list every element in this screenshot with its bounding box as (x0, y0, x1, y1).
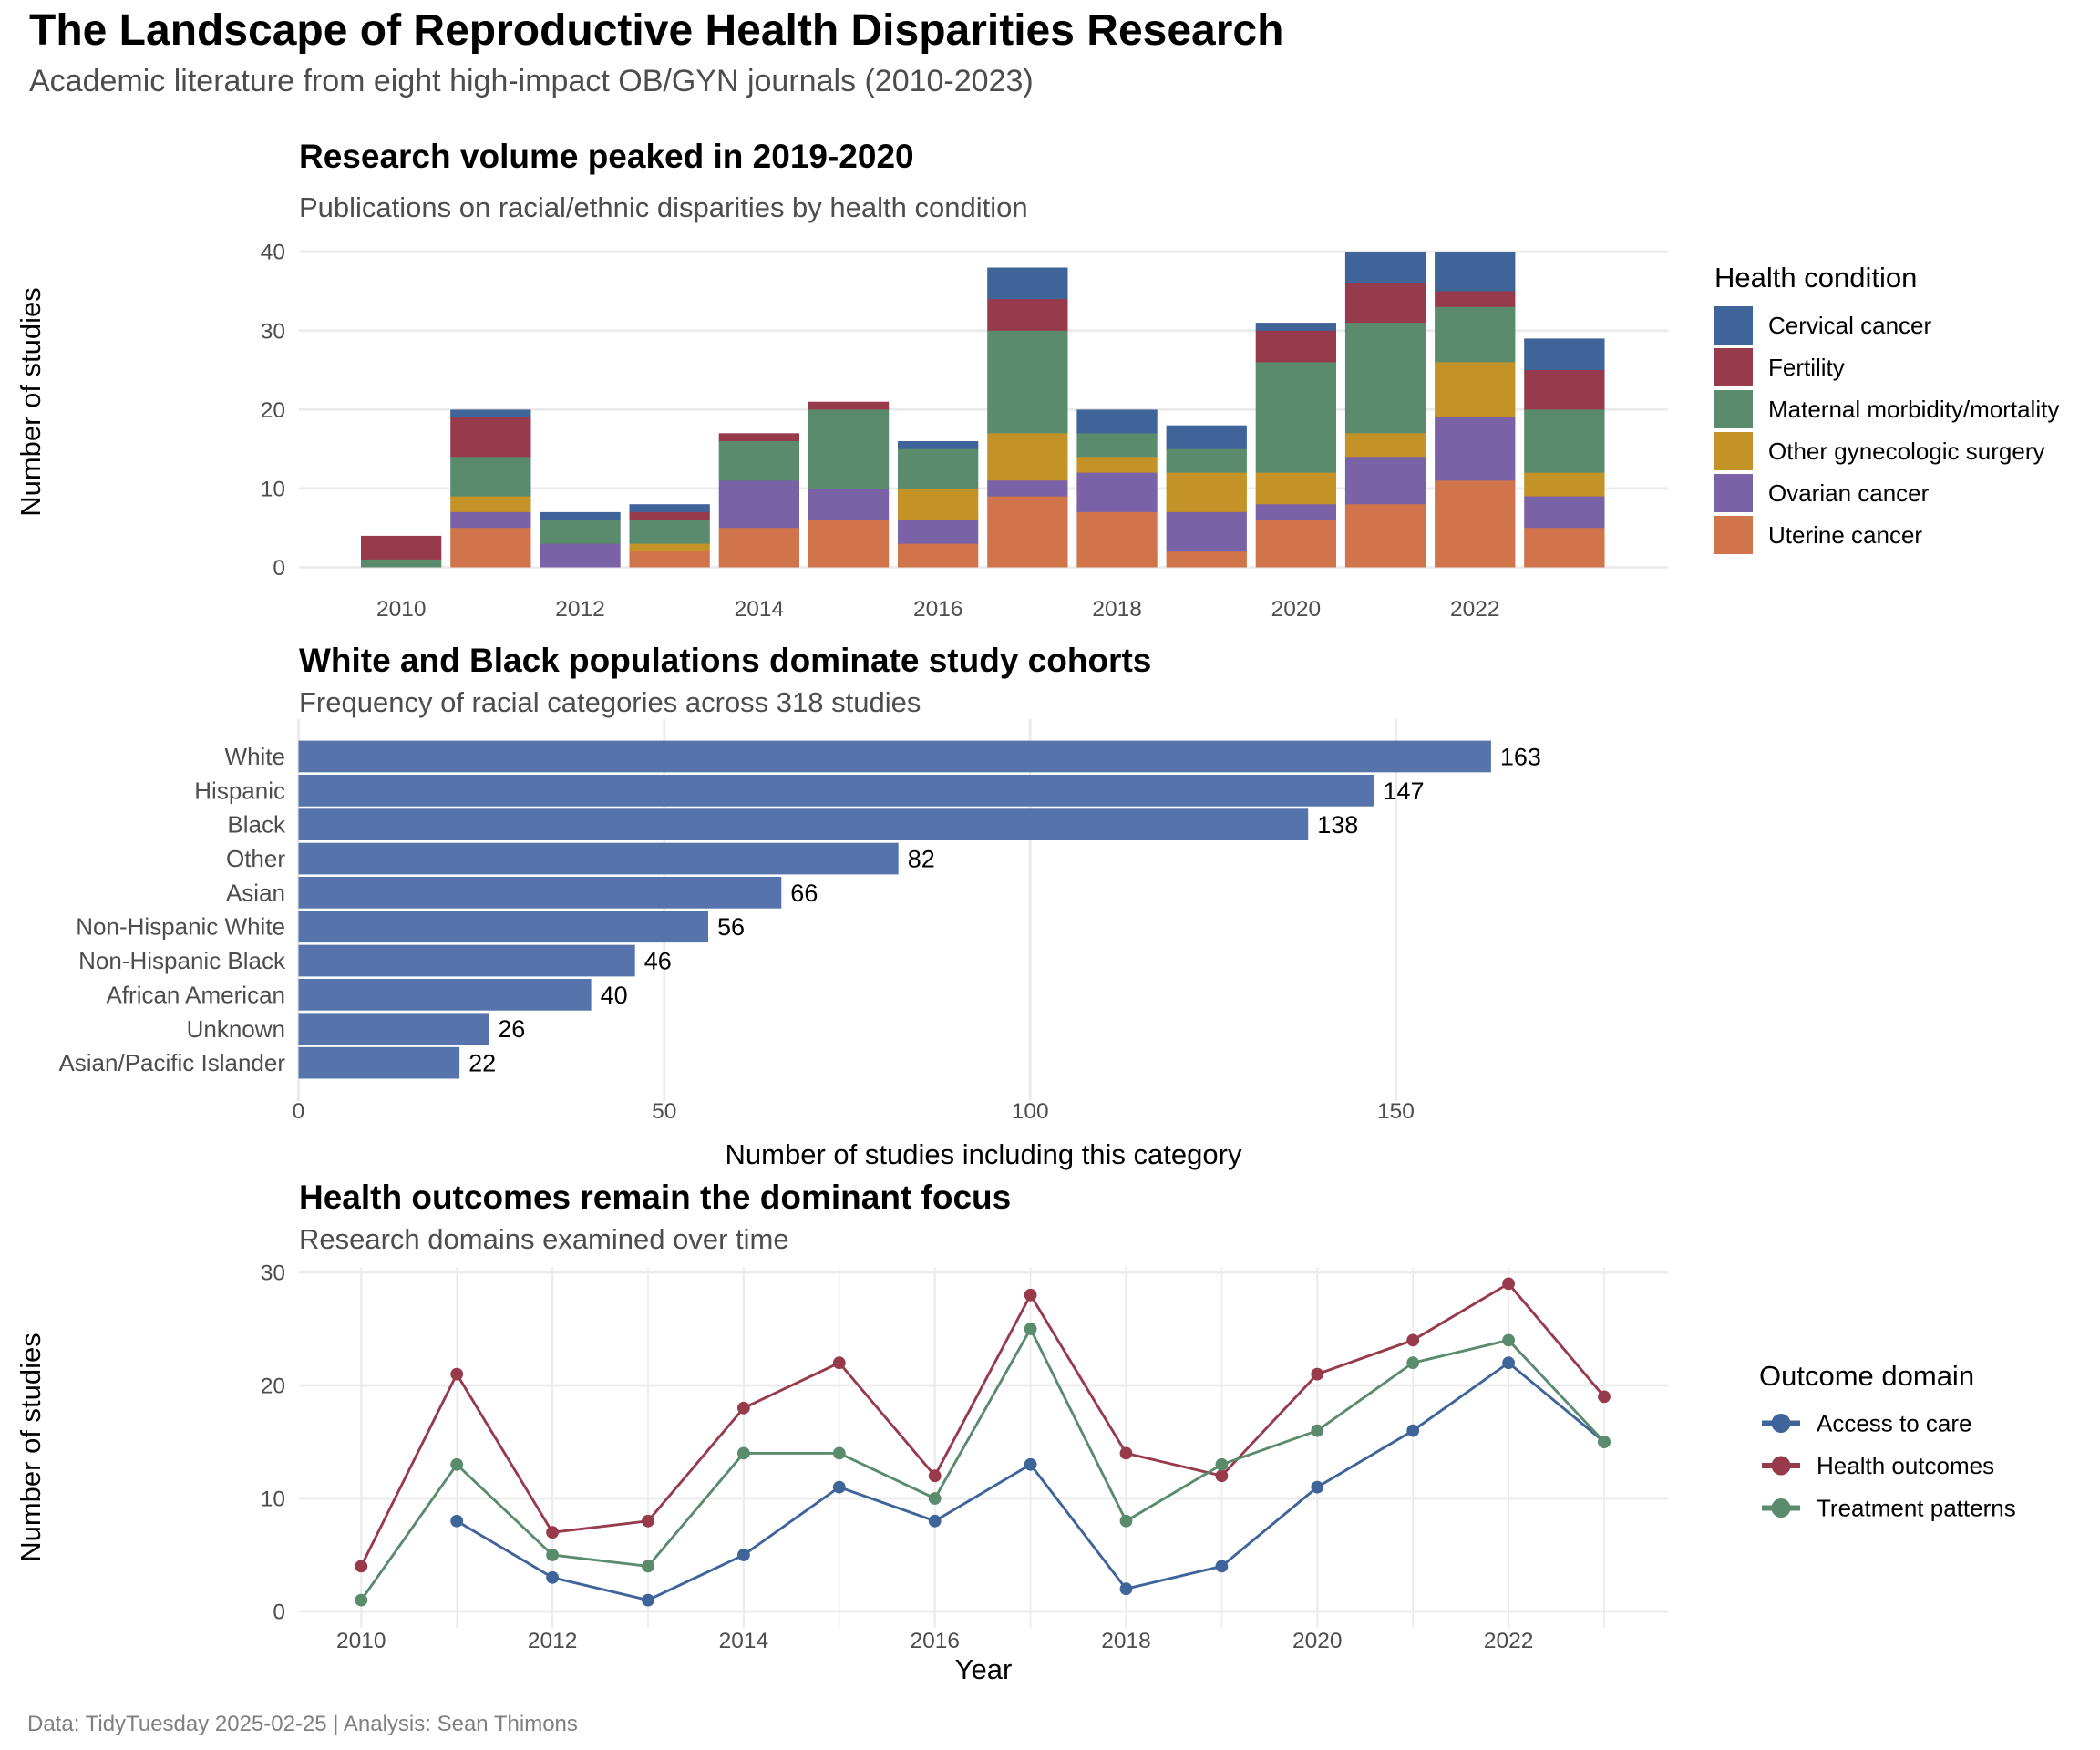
svg-text:Academic literature from eight: Academic literature from eight high-impa… (29, 64, 1034, 98)
svg-text:2018: 2018 (1092, 597, 1142, 622)
svg-text:20: 20 (261, 398, 285, 423)
svg-text:African American: African American (106, 981, 285, 1008)
svg-text:0: 0 (273, 556, 285, 581)
svg-text:Black: Black (227, 811, 286, 839)
svg-text:2018: 2018 (1101, 1629, 1151, 1653)
svg-text:Cervical cancer: Cervical cancer (1768, 312, 1932, 339)
svg-text:2016: 2016 (913, 597, 963, 622)
svg-text:Year: Year (955, 1653, 1013, 1685)
svg-text:Hispanic: Hispanic (194, 777, 285, 804)
svg-text:30: 30 (261, 319, 285, 344)
svg-text:Number of studies including th: Number of studies including this categor… (726, 1138, 1242, 1170)
svg-text:Outcome domain: Outcome domain (1759, 1360, 1974, 1392)
svg-text:147: 147 (1384, 777, 1425, 805)
svg-text:Non-Hispanic White: Non-Hispanic White (76, 913, 285, 941)
svg-text:10: 10 (261, 1488, 285, 1512)
svg-text:Number of studies: Number of studies (15, 1333, 46, 1562)
svg-text:Frequency of racial categories: Frequency of racial categories across 31… (299, 686, 921, 718)
svg-text:40: 40 (261, 241, 285, 265)
svg-text:Asian/Pacific Islander: Asian/Pacific Islander (58, 1049, 285, 1076)
svg-text:Maternal morbidity/mortality: Maternal morbidity/mortality (1768, 396, 2059, 423)
svg-text:2020: 2020 (1292, 1629, 1343, 1653)
svg-text:Ovarian cancer: Ovarian cancer (1768, 479, 1930, 507)
svg-text:2010: 2010 (376, 597, 427, 622)
svg-text:Health condition: Health condition (1714, 262, 1917, 293)
svg-text:Other gynecologic surgery: Other gynecologic surgery (1768, 438, 2044, 465)
svg-text:40: 40 (601, 982, 628, 1009)
svg-text:Number of studies: Number of studies (15, 287, 46, 517)
svg-text:The Landscape of Reproductive: The Landscape of Reproductive Health Dis… (29, 6, 1283, 55)
svg-text:Health outcomes remain the dom: Health outcomes remain the dominant focu… (299, 1179, 1011, 1216)
svg-text:Health outcomes: Health outcomes (1817, 1452, 1994, 1479)
svg-text:26: 26 (498, 1015, 525, 1043)
svg-text:0: 0 (273, 1601, 285, 1625)
svg-text:46: 46 (644, 948, 672, 975)
svg-text:Other: Other (226, 845, 285, 872)
svg-text:82: 82 (908, 846, 935, 873)
svg-text:White and Black populations do: White and Black populations dominate stu… (299, 642, 1151, 679)
svg-text:2012: 2012 (555, 597, 605, 622)
svg-text:2014: 2014 (735, 597, 785, 622)
svg-text:138: 138 (1317, 811, 1358, 839)
svg-text:10: 10 (261, 477, 285, 501)
svg-text:2016: 2016 (910, 1629, 960, 1653)
svg-text:2020: 2020 (1271, 597, 1322, 622)
svg-text:2014: 2014 (719, 1629, 769, 1653)
svg-text:Publications on racial/ethnic: Publications on racial/ethnic disparitie… (299, 191, 1028, 223)
svg-text:2012: 2012 (528, 1629, 578, 1653)
svg-text:22: 22 (468, 1050, 496, 1077)
svg-text:Asian: Asian (226, 879, 285, 906)
svg-text:Access to care: Access to care (1817, 1410, 1972, 1437)
svg-text:Unknown: Unknown (187, 1015, 285, 1043)
svg-text:50: 50 (652, 1099, 676, 1124)
svg-text:White: White (225, 743, 285, 770)
svg-text:Research domains examined over: Research domains examined over time (299, 1223, 789, 1255)
svg-text:Uterine cancer: Uterine cancer (1768, 521, 1922, 549)
svg-text:30: 30 (261, 1261, 285, 1286)
svg-text:2022: 2022 (1450, 597, 1500, 622)
svg-text:56: 56 (717, 913, 745, 941)
svg-text:Non-Hispanic Black: Non-Hispanic Black (78, 947, 286, 974)
svg-text:2010: 2010 (336, 1629, 386, 1653)
svg-text:Research volume peaked in 2019: Research volume peaked in 2019-2020 (299, 138, 914, 175)
svg-text:163: 163 (1500, 744, 1541, 771)
svg-text:Fertility: Fertility (1768, 354, 1845, 381)
svg-text:2022: 2022 (1484, 1629, 1534, 1653)
svg-text:20: 20 (261, 1374, 285, 1399)
svg-text:66: 66 (790, 880, 818, 907)
svg-text:Data: TidyTuesday 2025-02-25 |: Data: TidyTuesday 2025-02-25 | Analysis:… (27, 1712, 578, 1736)
svg-text:150: 150 (1377, 1099, 1415, 1124)
svg-text:100: 100 (1012, 1099, 1049, 1124)
svg-text:Treatment patterns: Treatment patterns (1817, 1495, 2016, 1522)
svg-text:0: 0 (293, 1099, 305, 1124)
